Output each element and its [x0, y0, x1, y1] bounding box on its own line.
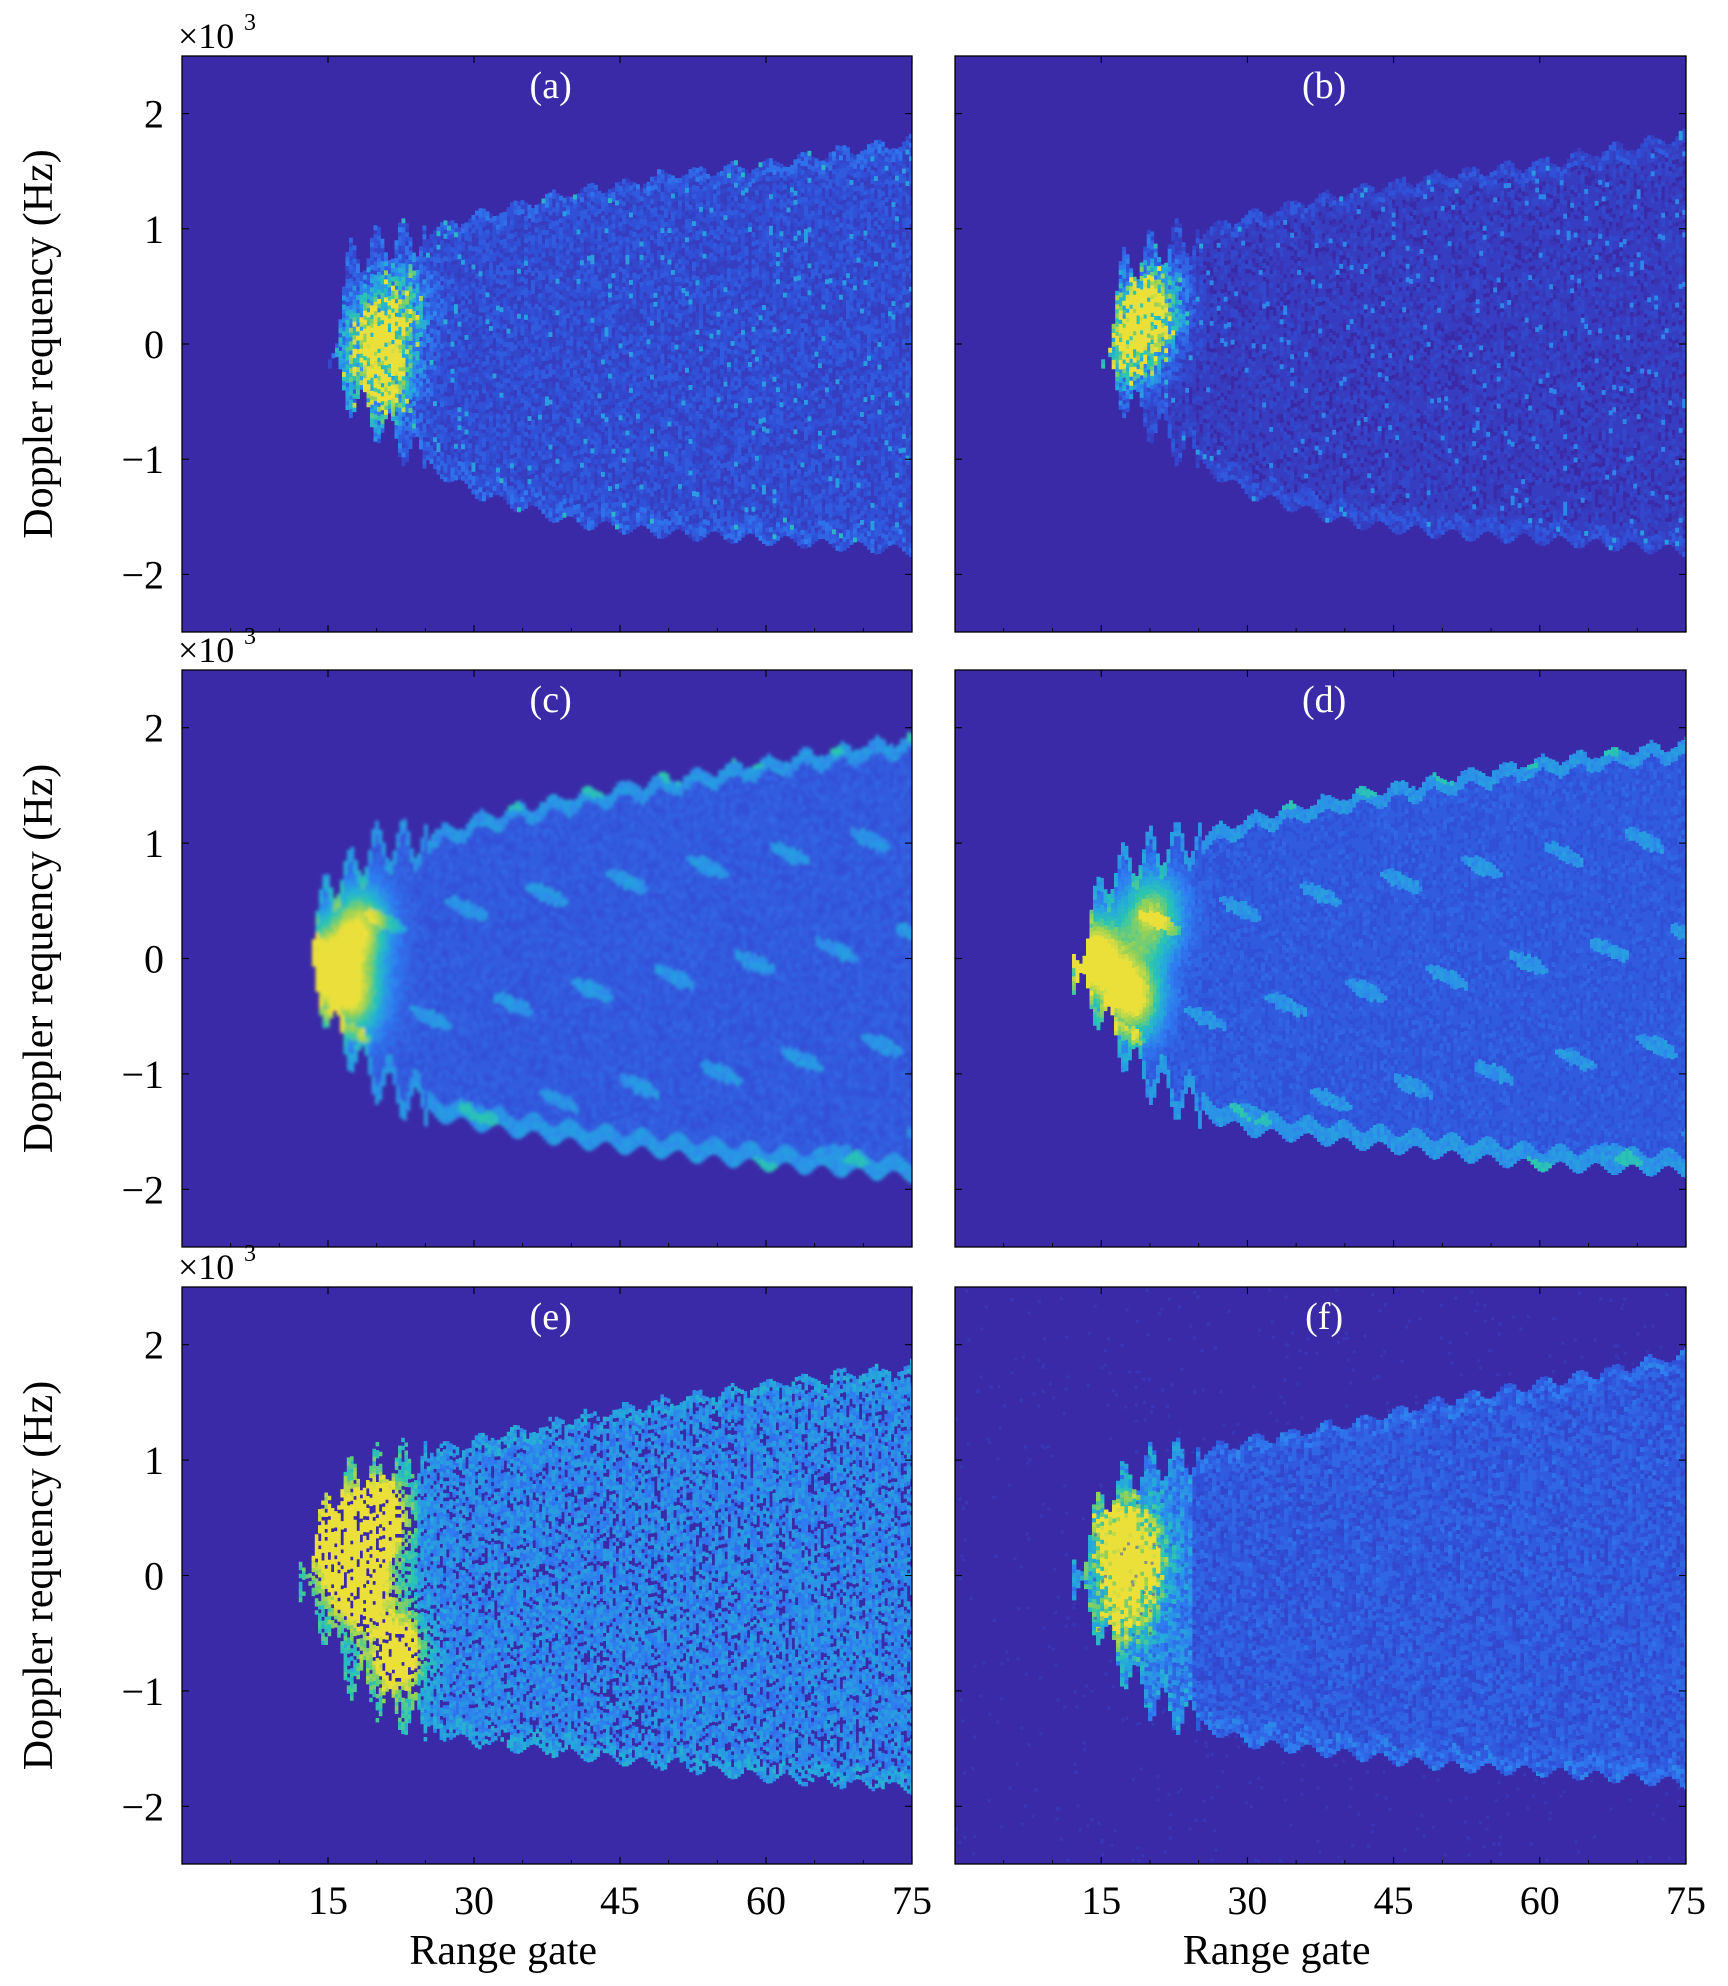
y-tick-label: −1 — [121, 1052, 164, 1097]
y-multiplier: ×10 — [178, 1247, 234, 1287]
panel-label: (b) — [1302, 65, 1346, 107]
y-tick-label: 2 — [144, 1323, 164, 1368]
x-tick-label: 45 — [600, 1878, 640, 1923]
heatmap-panel-e: (e) 2 1 0 −1 −2 ×10 3 Doppler requency (Hz) 15 30 4… — [16, 1241, 932, 1974]
heatmap-panel-c: (c) 2 1 0 −1 −2 ×10 3 Doppler requency (Hz) — [16, 624, 914, 1247]
x-tick-label: 30 — [1227, 1878, 1267, 1923]
panel-label: (f) — [1305, 1296, 1343, 1338]
y-tick-label: −1 — [121, 1669, 164, 1714]
y-tick-label: −2 — [121, 552, 164, 597]
y-tick-label: 0 — [144, 937, 164, 982]
panel-label: (e) — [530, 1296, 572, 1338]
y-tick-label: −1 — [121, 437, 164, 482]
y-tick-label: 1 — [144, 821, 164, 866]
x-tick-label: 45 — [1374, 1878, 1414, 1923]
y-multiplier: ×10 — [178, 16, 234, 56]
y-tick-label: 0 — [144, 322, 164, 367]
y-multiplier-exponent: 3 — [244, 624, 256, 650]
x-tick-label: 75 — [1666, 1878, 1706, 1923]
x-tick-label: 30 — [454, 1878, 494, 1923]
panel-label: (a) — [530, 65, 572, 107]
x-tick-label: 75 — [892, 1878, 932, 1923]
y-multiplier-exponent: 3 — [244, 10, 256, 36]
y-axis-label: Doppler requency (Hz) — [16, 764, 62, 1153]
y-tick-label: −2 — [121, 1784, 164, 1829]
y-tick-label: 2 — [144, 92, 164, 137]
heatmap-panel-b: (b) — [955, 56, 1690, 632]
y-tick-label: −2 — [121, 1167, 164, 1212]
y-multiplier-exponent: 3 — [244, 1241, 256, 1267]
heatmap-panel-a: (a) 2 1 0 −1 −2 ×10 3 Doppler requency (Hz) — [16, 10, 913, 632]
x-tick-label: 60 — [746, 1878, 786, 1923]
x-axis-label: Range gate — [1183, 1928, 1371, 1974]
y-axis-label: Doppler requency (Hz) — [16, 1381, 62, 1770]
y-multiplier: ×10 — [178, 630, 234, 670]
panel-label: (c) — [530, 679, 572, 721]
panel-label: (d) — [1302, 679, 1346, 721]
x-tick-label: 60 — [1520, 1878, 1560, 1923]
y-tick-label: 1 — [144, 207, 164, 252]
y-tick-label: 0 — [144, 1554, 164, 1599]
x-tick-label: 15 — [308, 1878, 348, 1923]
y-tick-label: 2 — [144, 706, 164, 751]
y-tick-label: 1 — [144, 1438, 164, 1483]
y-axis-label: Doppler requency (Hz) — [16, 149, 62, 538]
x-axis-label: Range gate — [409, 1928, 597, 1974]
heatmap-panel-d: (d) — [955, 670, 1688, 1247]
x-tick-label: 15 — [1081, 1878, 1121, 1923]
heatmap-panel-f: (f) 15 30 45 60 75 Range gate — [955, 1287, 1706, 1974]
